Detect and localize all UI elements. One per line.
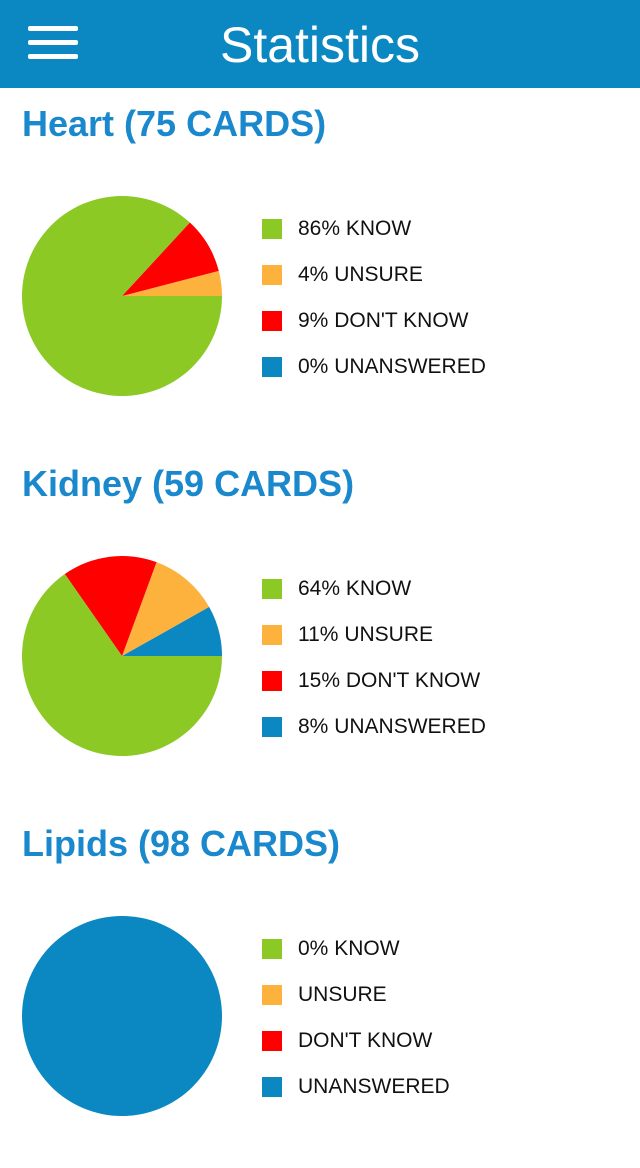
legend-text: DON'T KNOW bbox=[345, 669, 481, 692]
legend-label: 0% UNANSWERED bbox=[298, 354, 486, 380]
unsure-swatch bbox=[262, 985, 282, 1005]
legend-pct: 11% bbox=[298, 623, 339, 646]
legend-text: UNANSWERED bbox=[334, 355, 486, 378]
pie-chart-heart bbox=[22, 196, 223, 397]
legend-label: 15% DON'T KNOW bbox=[298, 668, 480, 694]
section-name: Heart bbox=[22, 103, 115, 144]
legend-pct: 86% bbox=[298, 217, 341, 240]
legend-text: UNSURE bbox=[344, 623, 434, 646]
legend-pct: 64% bbox=[298, 577, 341, 600]
unanswered-swatch bbox=[262, 1077, 282, 1097]
page-title: Statistics bbox=[219, 17, 421, 73]
top-bar: Statistics bbox=[0, 0, 640, 88]
legend-pct: 4% bbox=[298, 263, 329, 286]
card-count: (59 CARDS) bbox=[152, 463, 355, 504]
know-swatch bbox=[262, 219, 282, 239]
dont-know-swatch bbox=[262, 671, 282, 691]
pie-chart-lipids bbox=[22, 916, 222, 1116]
card-count: (75 CARDS) bbox=[124, 103, 327, 144]
menu-line bbox=[28, 40, 78, 45]
pie-slice-know bbox=[21, 573, 222, 756]
legend-label: 64% KNOW bbox=[298, 576, 411, 602]
unsure-swatch bbox=[262, 265, 282, 285]
legend-pct: 0% bbox=[298, 355, 329, 378]
stats-section-kidney: Kidney (59 CARDS) 64% KNOW 11% UNSURE 15%… bbox=[0, 448, 640, 808]
legend-pct: 0% bbox=[298, 937, 329, 960]
legend-label: 0% KNOW bbox=[298, 936, 400, 962]
section-title: Heart (75 CARDS) bbox=[22, 102, 326, 146]
section-name: Kidney bbox=[22, 463, 143, 504]
legend-label: DON'T KNOW bbox=[298, 1028, 432, 1054]
legend-label: UNSURE bbox=[298, 982, 387, 1008]
legend-text: KNOW bbox=[345, 217, 412, 240]
legend-label: 9% DON'T KNOW bbox=[298, 308, 469, 334]
menu-line bbox=[28, 54, 78, 59]
pie-slice-unanswered bbox=[122, 606, 222, 656]
legend-pct: 15% bbox=[298, 669, 341, 692]
pie-chart-kidney bbox=[21, 555, 222, 756]
dont-know-swatch bbox=[262, 1031, 282, 1051]
legend-text: KNOW bbox=[334, 937, 400, 960]
pie-slice-unsure bbox=[122, 270, 222, 296]
pie-slice-unanswered bbox=[22, 916, 222, 1116]
legend-label: 8% UNANSWERED bbox=[298, 714, 486, 740]
hamburger-menu-icon[interactable] bbox=[24, 22, 82, 66]
know-swatch bbox=[262, 939, 282, 959]
unsure-swatch bbox=[262, 625, 282, 645]
card-count: (98 CARDS) bbox=[138, 823, 341, 864]
section-name: Lipids bbox=[22, 823, 128, 864]
pie-slice-know bbox=[22, 196, 223, 397]
legend-label: 4% UNSURE bbox=[298, 262, 423, 288]
section-title: Kidney (59 CARDS) bbox=[22, 462, 354, 506]
legend-text: UNSURE bbox=[298, 983, 387, 1006]
legend-label: UNANSWERED bbox=[298, 1074, 450, 1100]
know-swatch bbox=[262, 579, 282, 599]
legend-label: 86% KNOW bbox=[298, 216, 411, 242]
menu-line bbox=[28, 26, 78, 31]
legend-label: 11% UNSURE bbox=[298, 622, 433, 648]
unanswered-swatch bbox=[262, 357, 282, 377]
legend-text: UNSURE bbox=[334, 263, 423, 286]
legend-pct: 9% bbox=[298, 309, 329, 332]
legend-text: KNOW bbox=[345, 577, 412, 600]
legend-pct: 8% bbox=[298, 715, 329, 738]
pie-slice-dont-know bbox=[122, 222, 219, 296]
legend-text: UNANSWERED bbox=[334, 715, 486, 738]
legend-text: UNANSWERED bbox=[298, 1075, 450, 1098]
stats-section-lipids: Lipids (98 CARDS) 0% KNOW UNSURE DON'T KN… bbox=[0, 808, 640, 1168]
section-title: Lipids (98 CARDS) bbox=[22, 822, 340, 866]
dont-know-swatch bbox=[262, 311, 282, 331]
pie-slice-unsure bbox=[122, 562, 210, 656]
legend-text: DON'T KNOW bbox=[334, 309, 469, 332]
legend-text: DON'T KNOW bbox=[298, 1029, 433, 1052]
unanswered-swatch bbox=[262, 717, 282, 737]
pie-slice-dont-know bbox=[64, 555, 157, 656]
stats-section-heart: Heart (75 CARDS) 86% KNOW 4% UNSURE 9% DO… bbox=[0, 88, 640, 448]
